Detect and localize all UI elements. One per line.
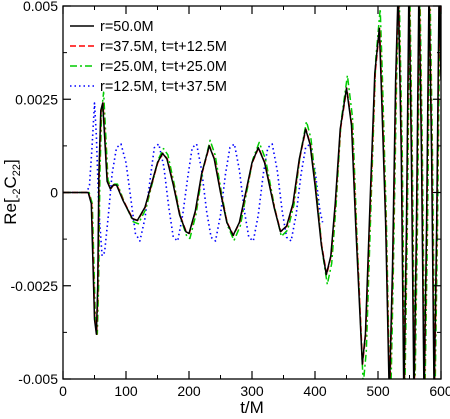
y-axis-title: Re[-2C22] (1, 159, 23, 225)
tick-labels-layer: 0 100 200 300 400 500 600 -0.005 -0.0025 0 0.0025 0… (11, 0, 450, 399)
y-tick-label: 0 (50, 185, 58, 201)
y-tick-label: -0.0025 (11, 278, 59, 294)
y-tick-label: -0.005 (18, 371, 58, 387)
y-axis-title-group: Re[-2C22] (1, 159, 23, 225)
y-axis-title-presub: -2 (11, 189, 23, 199)
x-tick-label: 100 (114, 383, 138, 399)
legend-label-2: r=37.5M, t=t+12.5M (100, 39, 227, 55)
y-axis-title-base: Re[ (1, 198, 20, 225)
x-tick-label: 0 (59, 383, 67, 399)
y-tick-label: 0.0025 (15, 91, 58, 107)
x-axis-title: t/M (240, 398, 264, 417)
series-line-1 (63, 6, 441, 379)
x-tick-label: 400 (303, 383, 327, 399)
series-line-4 (63, 102, 324, 257)
legend-label-4: r=12.5M, t=t+37.5M (100, 79, 227, 95)
legend-label-3: r=25.0M, t=t+25.0M (100, 59, 227, 75)
x-tick-label: 300 (240, 383, 264, 399)
y-axis-title-main: C (1, 176, 20, 188)
legend: r=50.0M r=37.5M, t=t+12.5M r=25.0M, t=t+25… (70, 19, 227, 95)
legend-label-1: r=50.0M (100, 19, 154, 35)
x-tick-label: 200 (177, 383, 201, 399)
x-tick-label: 600 (429, 383, 450, 399)
series-line-3 (63, 6, 441, 379)
ticks-layer (62, 5, 442, 380)
y-axis-title-close: ] (1, 159, 20, 164)
x-tick-label: 500 (366, 383, 390, 399)
series-layer (63, 6, 441, 379)
y-axis-title-sub: 22 (11, 164, 23, 176)
y-tick-label: 0.005 (23, 0, 58, 14)
